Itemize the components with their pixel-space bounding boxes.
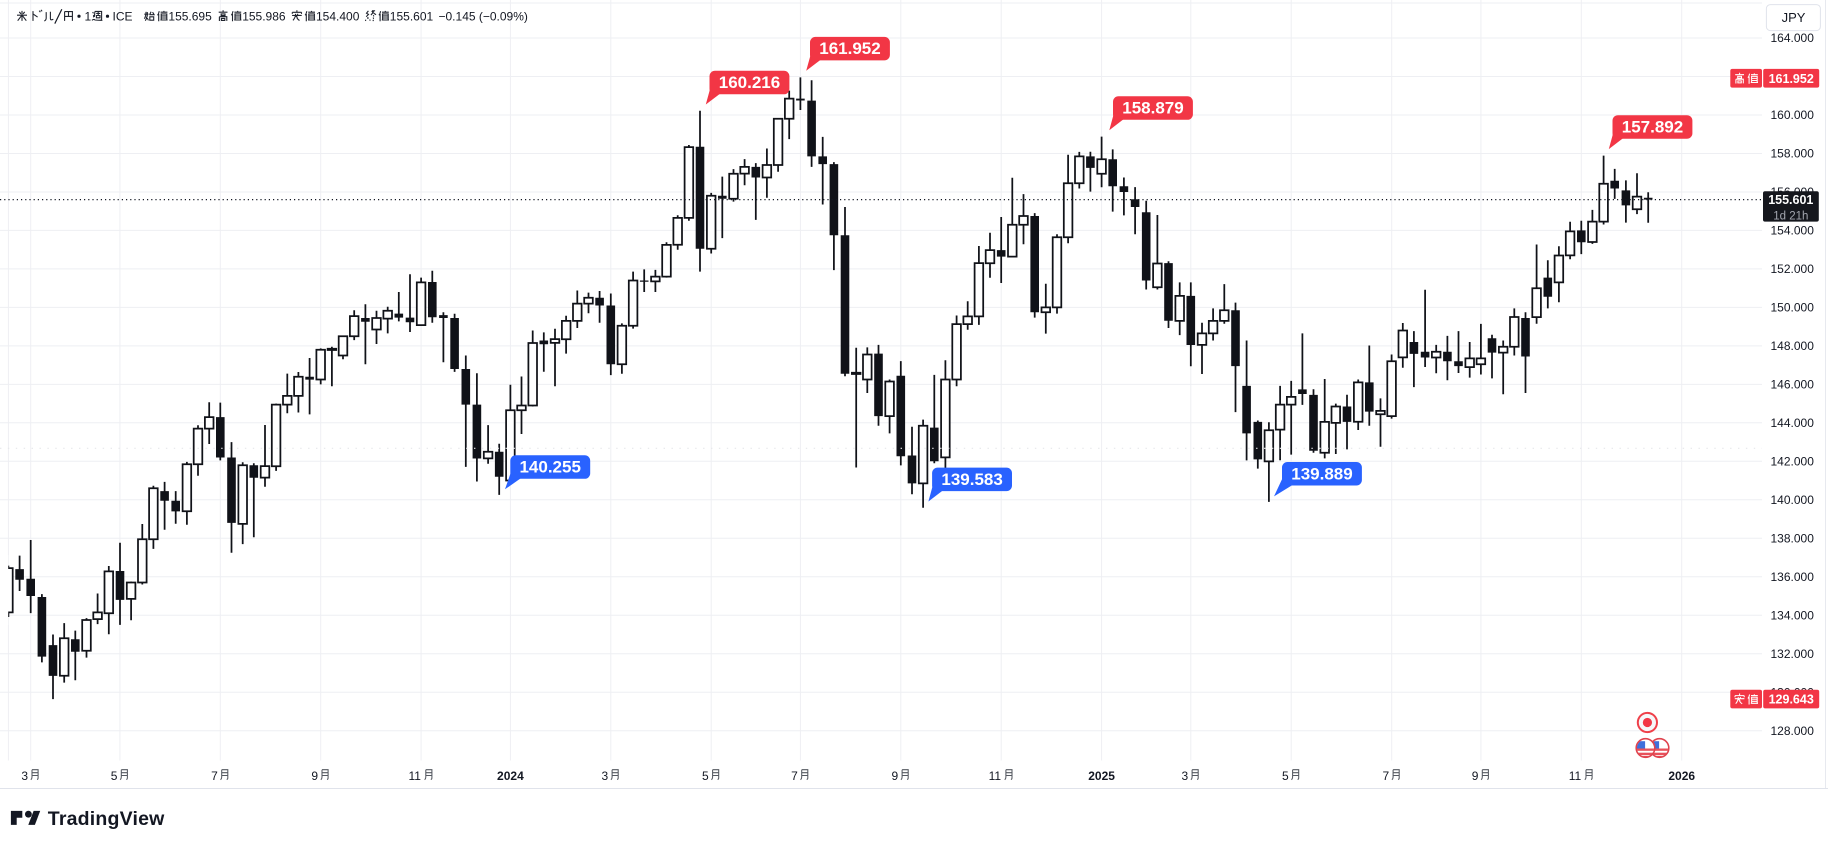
svg-text:138.000: 138.000	[1771, 532, 1815, 546]
svg-text:164.000: 164.000	[1771, 31, 1815, 45]
svg-text:139.583: 139.583	[941, 470, 1002, 489]
svg-text:152.000: 152.000	[1771, 262, 1815, 276]
svg-text:3: 3	[602, 769, 609, 783]
svg-text:128.000: 128.000	[1771, 724, 1815, 738]
svg-text:161.952: 161.952	[1769, 72, 1814, 86]
svg-text:154.400: 154.400	[316, 10, 360, 24]
svg-text:11: 11	[1569, 769, 1582, 783]
svg-text:5: 5	[111, 769, 118, 783]
svg-text:5: 5	[702, 769, 709, 783]
svg-text:9: 9	[1472, 769, 1479, 783]
svg-text:154.000: 154.000	[1771, 224, 1815, 238]
svg-text:158.000: 158.000	[1771, 147, 1815, 161]
svg-text:136.000: 136.000	[1771, 570, 1815, 584]
svg-text:9: 9	[311, 769, 318, 783]
svg-text:155.601: 155.601	[390, 10, 434, 24]
svg-text:148.000: 148.000	[1771, 339, 1815, 353]
svg-text:3: 3	[1182, 769, 1189, 783]
svg-text:160.216: 160.216	[719, 73, 780, 92]
svg-text:7: 7	[791, 769, 798, 783]
svg-text:11: 11	[989, 769, 1002, 783]
svg-text:129.643: 129.643	[1769, 693, 1814, 707]
svg-text:ICE: ICE	[113, 10, 133, 24]
svg-text:1d 21h: 1d 21h	[1773, 210, 1808, 222]
svg-text:144.000: 144.000	[1771, 416, 1815, 430]
svg-text:−0.145 (−0.09%): −0.145 (−0.09%)	[439, 10, 528, 24]
svg-text:140.255: 140.255	[519, 458, 580, 477]
svg-text:5: 5	[1282, 769, 1289, 783]
svg-text:11: 11	[409, 769, 422, 783]
svg-text:155.986: 155.986	[242, 10, 286, 24]
svg-text:139.889: 139.889	[1291, 464, 1352, 483]
svg-text:9: 9	[892, 769, 899, 783]
svg-text:142.000: 142.000	[1771, 455, 1815, 469]
svg-text:1: 1	[85, 10, 92, 24]
svg-text:JPY: JPY	[1782, 10, 1806, 25]
svg-text:158.879: 158.879	[1122, 99, 1183, 118]
svg-text:150.000: 150.000	[1771, 301, 1815, 315]
svg-text:TradingView: TradingView	[48, 808, 165, 830]
svg-text:146.000: 146.000	[1771, 378, 1815, 392]
svg-text:2026: 2026	[1668, 769, 1695, 783]
svg-text:161.952: 161.952	[819, 39, 880, 58]
svg-text:140.000: 140.000	[1771, 493, 1815, 507]
svg-text:7: 7	[211, 769, 218, 783]
svg-text:2024: 2024	[497, 769, 524, 783]
svg-text:155.601: 155.601	[1768, 193, 1813, 207]
svg-text:157.892: 157.892	[1622, 118, 1683, 137]
svg-text:3: 3	[21, 769, 28, 783]
svg-text:134.000: 134.000	[1771, 608, 1815, 622]
svg-text:155.695: 155.695	[168, 10, 212, 24]
svg-text:2025: 2025	[1088, 769, 1115, 783]
svg-text:160.000: 160.000	[1771, 108, 1815, 122]
svg-text:7: 7	[1383, 769, 1390, 783]
svg-text:132.000: 132.000	[1771, 647, 1815, 661]
